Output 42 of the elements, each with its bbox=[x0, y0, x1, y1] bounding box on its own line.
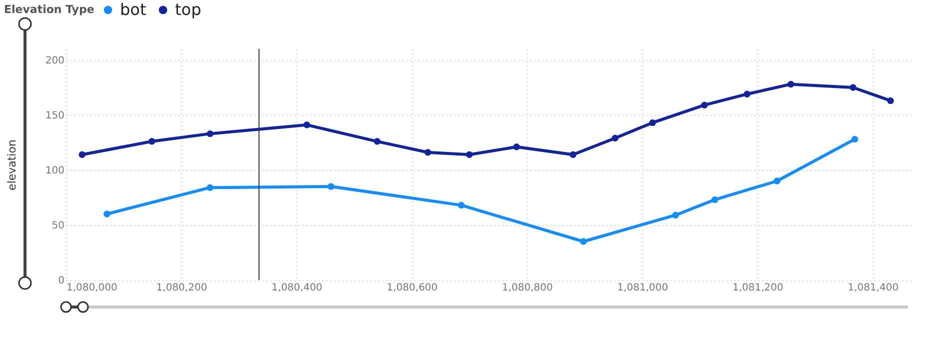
y-tick-label: 0 bbox=[58, 276, 64, 286]
point bbox=[303, 122, 310, 128]
point bbox=[744, 90, 750, 98]
point bbox=[850, 84, 856, 91]
point bbox=[148, 138, 156, 145]
x-tick-label: 1,080,600 bbox=[386, 282, 438, 294]
point bbox=[513, 144, 520, 150]
x-tick-label: 1,081,000 bbox=[617, 282, 668, 294]
y-tick-label: 200 bbox=[45, 56, 64, 66]
legend-title: Elevation Type bbox=[4, 3, 94, 16]
y-tick-label: 100 bbox=[45, 166, 64, 176]
point bbox=[612, 134, 618, 142]
x-tick-label: 1,080,400 bbox=[272, 282, 322, 294]
point bbox=[104, 210, 110, 218]
point bbox=[374, 138, 380, 145]
point bbox=[672, 212, 679, 218]
point bbox=[424, 149, 432, 156]
point bbox=[206, 130, 214, 138]
legend-label: bot bbox=[120, 0, 146, 19]
point bbox=[328, 183, 334, 190]
x-tick-label: 1,080,800 bbox=[502, 282, 553, 294]
x-tick-label: 1,080,000 bbox=[66, 282, 118, 294]
point bbox=[787, 80, 794, 88]
point bbox=[649, 119, 656, 126]
point bbox=[466, 151, 473, 158]
point bbox=[206, 184, 214, 191]
point bbox=[580, 238, 587, 245]
x-tick-label: 1,081,200 bbox=[732, 282, 784, 294]
point bbox=[78, 151, 86, 158]
point bbox=[458, 202, 465, 209]
point bbox=[711, 196, 718, 204]
legend-label: top bbox=[175, 0, 202, 19]
point bbox=[570, 151, 576, 158]
point bbox=[774, 178, 780, 184]
y-tick-label: 150 bbox=[45, 110, 64, 122]
x-tick-label: 1,080,200 bbox=[156, 282, 208, 294]
point bbox=[887, 97, 894, 104]
point bbox=[851, 136, 858, 143]
y-axis-title: elevation bbox=[5, 140, 18, 190]
y-tick-label: 50 bbox=[52, 220, 64, 232]
x-tick-label: 1,081,400 bbox=[848, 282, 899, 294]
point bbox=[701, 102, 708, 108]
